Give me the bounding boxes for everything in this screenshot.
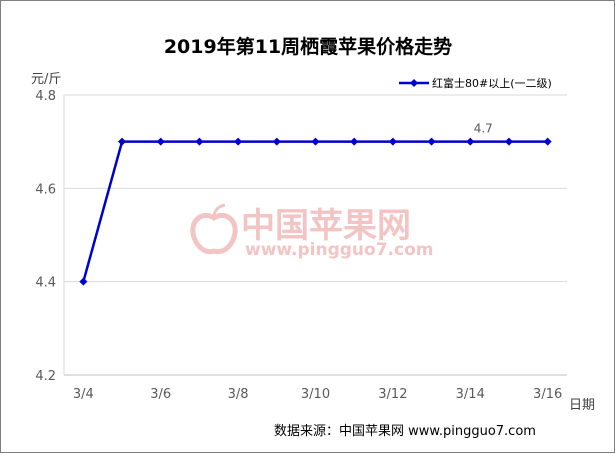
- x-tick-labels: 3/4 3/6 3/8 3/10 3/12 3/14 3/16: [73, 387, 562, 402]
- chart-title: 2019年第11周栖霞苹果价格走势: [164, 35, 452, 58]
- data-point: [504, 137, 513, 146]
- data-point: [543, 137, 552, 146]
- data-labels: 4.7: [474, 122, 493, 136]
- data-point: [311, 137, 320, 146]
- x-tick-label: 3/14: [456, 387, 485, 402]
- y-tick-label: 4.8: [35, 89, 56, 104]
- data-point: [466, 137, 475, 146]
- x-tick-label: 3/6: [150, 387, 171, 402]
- gridlines: [64, 94, 567, 283]
- legend: 红富士80#以上(一二级): [399, 76, 552, 90]
- data-point: [118, 137, 127, 146]
- x-tick-label: 3/4: [73, 387, 94, 402]
- series-group: [79, 137, 552, 286]
- y-axis-label: 元/斤: [31, 72, 61, 87]
- x-tick-label: 3/12: [378, 387, 407, 402]
- data-point: [195, 137, 204, 146]
- x-tick-label: 3/8: [228, 387, 249, 402]
- apple-logo-icon: [190, 203, 238, 255]
- y-tick-label: 4.4: [35, 276, 56, 291]
- watermark-text: 中国苹果网: [241, 206, 411, 246]
- x-axis-label: 日期: [569, 398, 595, 413]
- data-point: [388, 137, 397, 146]
- y-tick-label: 4.2: [35, 369, 56, 384]
- axes: [63, 95, 567, 376]
- watermark: 中国苹果网 www.pingguo7.com: [190, 203, 433, 260]
- legend-diamond-icon: [410, 79, 418, 87]
- x-tick-label: 3/10: [301, 387, 330, 402]
- data-point: [156, 137, 165, 146]
- data-point: [427, 137, 436, 146]
- data-point: [234, 137, 243, 146]
- source-note: 数据来源：中国苹果网 www.pingguo7.com: [274, 424, 536, 439]
- watermark-url: www.pingguo7.com: [245, 240, 433, 260]
- x-tick-label: 3/16: [533, 387, 562, 402]
- y-tick-label: 4.6: [35, 182, 56, 197]
- data-label: 4.7: [474, 122, 493, 136]
- data-point: [79, 277, 88, 286]
- data-point: [272, 137, 281, 146]
- data-point: [350, 137, 359, 146]
- y-tick-labels: 4.2 4.4 4.6 4.8: [35, 89, 56, 384]
- legend-entry-label: 红富士80#以上(一二级): [432, 76, 552, 90]
